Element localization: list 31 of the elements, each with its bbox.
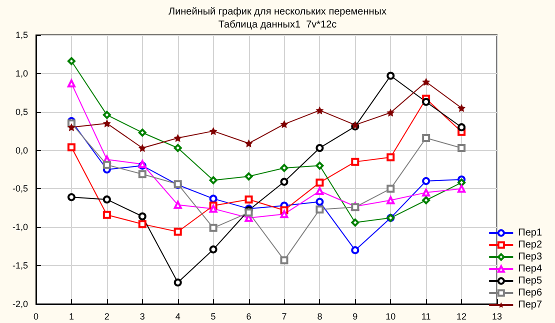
- x-tick-label: 10: [386, 312, 396, 322]
- legend-label: Пер3: [518, 252, 542, 262]
- x-tick-label: 0: [33, 312, 39, 322]
- x-tick-label: 11: [421, 312, 431, 322]
- y-tick-label: 1,0: [15, 68, 28, 78]
- x-tick-label: 6: [246, 312, 252, 322]
- x-tick-label: 5: [210, 312, 216, 322]
- legend-label: Пер4: [518, 264, 542, 274]
- x-tick-label: 3: [140, 312, 145, 322]
- legend-label: Пер5: [518, 276, 542, 286]
- legend-label: Пер6: [518, 288, 542, 298]
- x-tick-label: 8: [317, 312, 322, 322]
- y-tick-label: -1,5: [12, 260, 28, 271]
- y-tick-label: 0,0: [15, 145, 28, 156]
- y-tick-label: 0,5: [15, 106, 28, 117]
- legend-label: Пер2: [518, 240, 542, 250]
- x-tick-label: 13: [492, 312, 502, 322]
- chart-subtitle: Таблица данных1 7v*12c: [218, 20, 337, 30]
- y-tick-label: -0,5: [12, 184, 28, 194]
- legend-label: Пер7: [518, 300, 542, 310]
- legend-label: Пер1: [518, 228, 542, 238]
- x-tick-label: 12: [456, 312, 467, 322]
- y-tick-label: -2,0: [12, 299, 28, 309]
- chart-title: Линейный график для нескольких переменных: [168, 6, 386, 18]
- y-tick-label: -1,0: [12, 222, 28, 232]
- y-tick-label: 1,5: [15, 30, 28, 40]
- x-tick-label: 7: [282, 312, 287, 322]
- x-tick-label: 1: [68, 312, 74, 322]
- x-tick-label: 2: [104, 312, 110, 322]
- x-tick-label: 9: [352, 312, 358, 322]
- x-tick-label: 4: [175, 312, 180, 322]
